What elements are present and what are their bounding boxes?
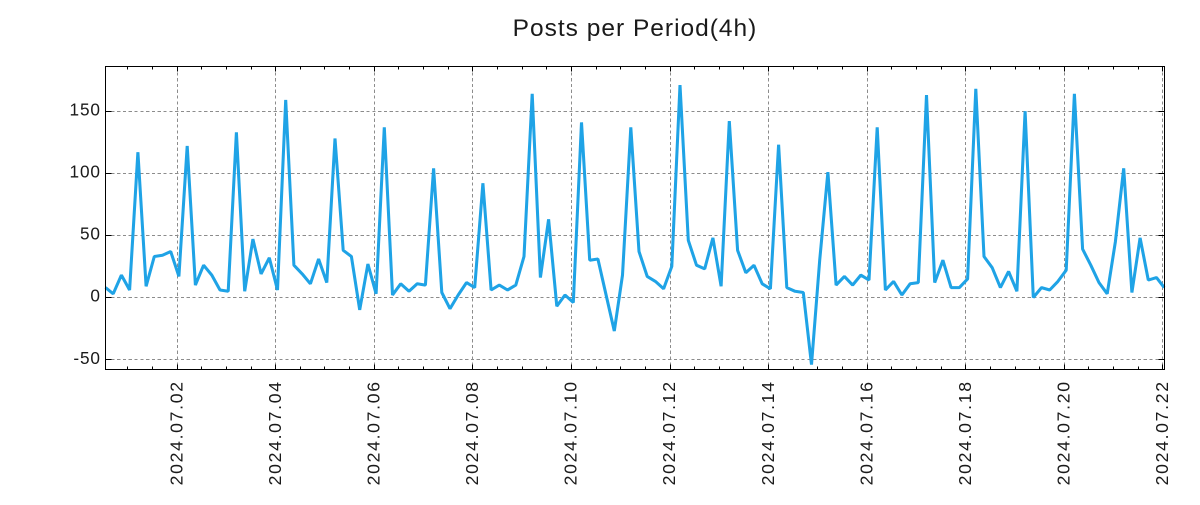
svg-text:2024.07.16: 2024.07.16 xyxy=(856,380,876,485)
svg-text:100: 100 xyxy=(70,162,101,182)
svg-text:2024.07.20: 2024.07.20 xyxy=(1054,380,1074,485)
svg-text:2024.07.22: 2024.07.22 xyxy=(1152,380,1172,485)
svg-text:2024.07.12: 2024.07.12 xyxy=(659,380,679,485)
svg-text:150: 150 xyxy=(70,99,101,119)
svg-text:-50: -50 xyxy=(73,348,101,368)
svg-text:2024.07.18: 2024.07.18 xyxy=(955,380,975,485)
svg-text:2024.07.08: 2024.07.08 xyxy=(462,380,482,485)
svg-text:0: 0 xyxy=(90,286,100,306)
svg-text:2024.07.02: 2024.07.02 xyxy=(166,380,186,485)
svg-text:2024.07.14: 2024.07.14 xyxy=(758,380,778,485)
svg-text:2024.07.06: 2024.07.06 xyxy=(364,380,384,485)
svg-text:2024.07.04: 2024.07.04 xyxy=(265,380,285,485)
svg-text:Posts per Period(4h): Posts per Period(4h) xyxy=(513,15,758,42)
svg-text:50: 50 xyxy=(80,224,101,244)
svg-text:2024.07.10: 2024.07.10 xyxy=(561,380,581,485)
